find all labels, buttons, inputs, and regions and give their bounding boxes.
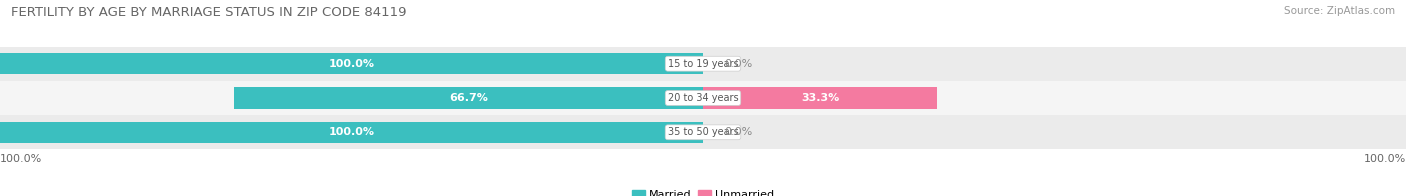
Bar <box>703 87 936 109</box>
Text: 15 to 19 years: 15 to 19 years <box>668 59 738 69</box>
Bar <box>0 122 703 143</box>
Text: FERTILITY BY AGE BY MARRIAGE STATUS IN ZIP CODE 84119: FERTILITY BY AGE BY MARRIAGE STATUS IN Z… <box>11 6 406 19</box>
Text: 100.0%: 100.0% <box>329 59 374 69</box>
Text: 100.0%: 100.0% <box>329 127 374 137</box>
Text: 35 to 50 years: 35 to 50 years <box>668 127 738 137</box>
Text: 20 to 34 years: 20 to 34 years <box>668 93 738 103</box>
Text: 66.7%: 66.7% <box>449 93 488 103</box>
Text: 100.0%: 100.0% <box>1364 154 1406 164</box>
Legend: Married, Unmarried: Married, Unmarried <box>627 185 779 196</box>
Text: 0.0%: 0.0% <box>724 127 752 137</box>
Bar <box>0 47 1406 81</box>
Text: 33.3%: 33.3% <box>801 93 839 103</box>
Text: Source: ZipAtlas.com: Source: ZipAtlas.com <box>1284 6 1395 16</box>
Bar <box>0 81 1406 115</box>
Bar <box>0 53 703 74</box>
Bar <box>233 87 703 109</box>
Text: 100.0%: 100.0% <box>0 154 42 164</box>
Bar <box>0 115 1406 150</box>
Text: 0.0%: 0.0% <box>724 59 752 69</box>
